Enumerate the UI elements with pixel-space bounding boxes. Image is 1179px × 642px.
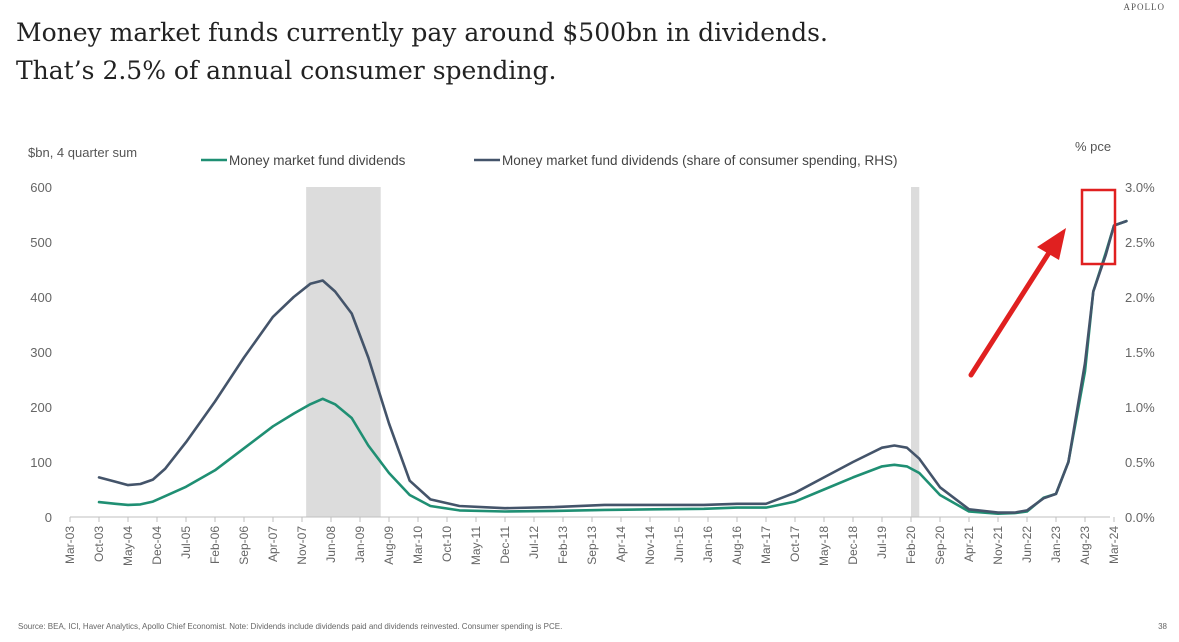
y-right-tick-label: 1.5% bbox=[1125, 345, 1155, 360]
x-tick-label: May-11 bbox=[469, 526, 483, 565]
series-line-2 bbox=[97, 219, 1128, 514]
y-right-axis-label: % pce bbox=[1075, 139, 1111, 154]
recession-band-2 bbox=[911, 187, 920, 517]
x-tick-label: Sep-13 bbox=[585, 526, 599, 565]
x-tick-label: Mar-03 bbox=[63, 526, 77, 564]
x-tick-label: Jan-16 bbox=[701, 526, 715, 563]
legend-label-1: Money market fund dividends bbox=[229, 153, 406, 168]
x-tick-label: Jun-15 bbox=[672, 526, 686, 563]
legend: Money market fund dividends Money market … bbox=[201, 153, 897, 168]
x-tick-label: May-18 bbox=[817, 526, 831, 566]
x-tick-label: Apr-07 bbox=[266, 526, 280, 562]
annotations bbox=[968, 188, 1117, 378]
y-right-tick-label: 0.5% bbox=[1125, 455, 1155, 470]
axes: 0 100 200 300 400 500 600 0.0% 0.5% 1.0% 1.5% 2.0% 2… bbox=[28, 139, 1155, 566]
x-tick-label: Jun-22 bbox=[1020, 526, 1034, 563]
page-title: Money market funds currently pay around … bbox=[16, 14, 828, 90]
source-note: Source: BEA, ICI, Haver Analytics, Apoll… bbox=[18, 622, 563, 631]
x-tick-label: Aug-23 bbox=[1078, 526, 1092, 565]
x-tick-label: Apr-14 bbox=[614, 526, 628, 562]
y-right-tick-label: 1.0% bbox=[1125, 400, 1155, 415]
x-tick-label: Nov-07 bbox=[295, 526, 309, 565]
y-left-tick-label: 0 bbox=[45, 510, 52, 525]
y-right-tick-label: 3.0% bbox=[1125, 180, 1155, 195]
x-tick-label: Feb-13 bbox=[556, 526, 570, 564]
y-left-tick-label: 400 bbox=[30, 290, 52, 305]
y-left-tick-label: 600 bbox=[30, 180, 52, 195]
x-tick-label: Dec-04 bbox=[150, 526, 164, 565]
series-lines bbox=[97, 219, 1128, 515]
recession-band-1 bbox=[306, 187, 381, 517]
x-tick-label: Mar-24 bbox=[1107, 526, 1121, 564]
y-right-tick-label: 2.5% bbox=[1125, 235, 1155, 250]
recession-bands bbox=[306, 187, 920, 517]
x-tick-label: Dec-11 bbox=[498, 526, 512, 564]
x-tick-label: Jul-12 bbox=[527, 526, 541, 559]
x-tick-label: May-04 bbox=[121, 526, 135, 566]
x-tick-label: Mar-10 bbox=[411, 526, 425, 564]
x-tick-label: Sep-06 bbox=[237, 526, 251, 565]
x-tick-label: Jan-23 bbox=[1049, 526, 1063, 563]
title-line-1: Money market funds currently pay around … bbox=[16, 18, 828, 47]
y-left-tick-label: 200 bbox=[30, 400, 52, 415]
y-left-tick-label: 100 bbox=[30, 455, 52, 470]
series-line-1 bbox=[97, 219, 1128, 515]
x-tick-label: Nov-21 bbox=[991, 526, 1005, 565]
x-tick-label: Sep-20 bbox=[933, 526, 947, 565]
x-tick-label: Apr-21 bbox=[962, 526, 976, 562]
x-tick-label: Jul-05 bbox=[179, 526, 193, 559]
x-tick-label: Jan-09 bbox=[353, 526, 367, 563]
y-right-tick-label: 2.0% bbox=[1125, 290, 1155, 305]
annotation-highlight-box bbox=[1080, 188, 1117, 266]
x-tick-label: Dec-18 bbox=[846, 526, 860, 565]
x-tick-label: Jun-08 bbox=[324, 526, 338, 563]
brand-logo: APOLLO bbox=[1123, 2, 1165, 12]
x-tick-label: Mar-17 bbox=[759, 526, 773, 564]
y-left-tick-label: 300 bbox=[30, 345, 52, 360]
x-tick-label: Oct-10 bbox=[440, 526, 454, 562]
x-tick-label: Jul-19 bbox=[875, 526, 889, 559]
x-tick-label: Feb-20 bbox=[904, 526, 918, 564]
x-tick-label: Aug-09 bbox=[382, 526, 396, 565]
y-right-tick-label: 0.0% bbox=[1125, 510, 1155, 525]
annotation-arrow-head bbox=[1037, 228, 1066, 260]
y-left-tick-label: 500 bbox=[30, 235, 52, 250]
annotation-arrow-shaft bbox=[968, 245, 1055, 378]
y-left-axis-label: $bn, 4 quarter sum bbox=[28, 145, 137, 160]
legend-label-2: Money market fund dividends (share of co… bbox=[502, 153, 897, 168]
x-tick-label: Oct-03 bbox=[92, 526, 106, 562]
x-tick-label: Feb-06 bbox=[208, 526, 222, 564]
x-tick-label: Aug-16 bbox=[730, 526, 744, 565]
x-tick-label: Oct-17 bbox=[788, 526, 802, 562]
x-tick-label: Nov-14 bbox=[643, 526, 657, 565]
page-number: 38 bbox=[1158, 622, 1167, 631]
title-line-2: That’s 2.5% of annual consumer spending. bbox=[16, 56, 557, 85]
